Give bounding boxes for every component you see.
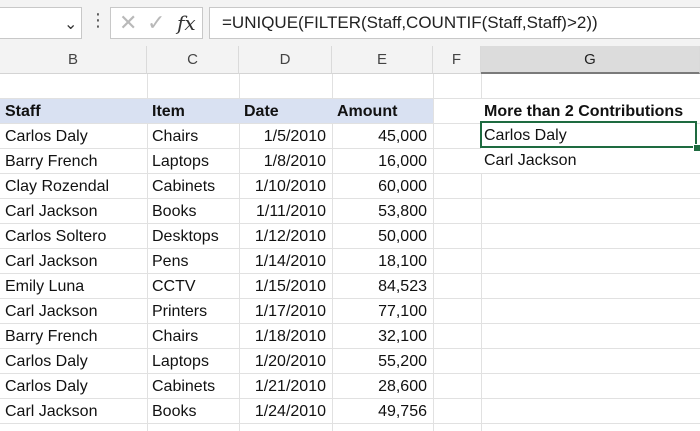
table-cell[interactable]: 49,756 (378, 403, 427, 420)
table-cell[interactable]: Desktops (152, 228, 219, 245)
table-cell[interactable]: Cabinets (152, 178, 216, 195)
formula-bar: ⌄ ⋮ ✕ ✓ fx =UNIQUE(FILTER(Staff,COUNTIF(… (0, 0, 700, 47)
table-cell[interactable]: 1/15/2010 (254, 278, 326, 295)
table-cell[interactable]: Carlos Daly (5, 353, 88, 370)
column-header-b[interactable]: B (0, 46, 147, 74)
table-cell[interactable]: 1/21/2010 (254, 378, 326, 395)
table-cell[interactable]: 84,523 (378, 278, 427, 295)
worksheet-grid[interactable]: Staff Item Date Amount Carlos Daly Chair… (0, 74, 700, 431)
table-cell[interactable]: Laptops (152, 353, 209, 370)
table-cell[interactable]: 53,800 (378, 203, 427, 220)
table-cell[interactable]: 1/20/2010 (254, 353, 326, 370)
table-cell[interactable]: 45,000 (378, 128, 427, 145)
table-cell[interactable]: Printers (152, 303, 208, 320)
table-cell[interactable]: Laptops (152, 153, 209, 170)
table-cell[interactable]: Pens (152, 253, 189, 270)
enter-check-icon[interactable]: ✓ (147, 10, 166, 35)
table-cell[interactable]: Cabinets (152, 378, 216, 395)
more-options-icon[interactable]: ⋮ (89, 10, 107, 30)
result-cell[interactable]: Carlos Daly (481, 123, 697, 148)
table-cell[interactable]: 1/17/2010 (254, 303, 326, 320)
table-cell[interactable]: Books (152, 403, 197, 420)
table-cell[interactable]: 55,200 (378, 353, 427, 370)
table-cell[interactable]: Emily Luna (5, 278, 85, 295)
table-cell[interactable]: 60,000 (378, 178, 427, 195)
active-cell-border (480, 121, 697, 148)
table-cell[interactable]: Carl Jackson (5, 403, 98, 420)
column-header-c[interactable]: C (147, 46, 239, 74)
table-header-staff[interactable]: Staff (0, 99, 147, 123)
table-cell[interactable]: 1/24/2010 (254, 403, 326, 420)
table-cell[interactable]: Carl Jackson (5, 203, 98, 220)
column-header-f[interactable]: F (433, 46, 481, 74)
table-cell[interactable]: Clay Rozendal (5, 178, 110, 195)
table-cell[interactable]: 50,000 (378, 228, 427, 245)
column-header-e[interactable]: E (332, 46, 433, 74)
table-cell[interactable]: 1/14/2010 (254, 253, 326, 270)
formula-buttons: ✕ ✓ fx (110, 7, 203, 39)
fill-handle[interactable] (693, 144, 700, 152)
table-cell[interactable]: Chairs (152, 128, 199, 145)
table-cell[interactable]: Carlos Daly (5, 128, 88, 145)
table-cell[interactable]: 77,100 (378, 303, 427, 320)
table-cell[interactable]: Chairs (152, 328, 199, 345)
table-cell[interactable]: Carlos Daly (5, 378, 88, 395)
table-cell[interactable]: 18,100 (378, 253, 427, 270)
table-cell[interactable]: Carl Jackson (5, 253, 98, 270)
table-header-amount[interactable]: Amount (332, 99, 433, 123)
table-cell[interactable]: 1/5/2010 (263, 128, 326, 145)
column-header-g[interactable]: G (481, 46, 700, 74)
table-cell[interactable]: Carl Jackson (5, 303, 98, 320)
table-cell[interactable]: 1/10/2010 (254, 178, 326, 195)
table-header-item[interactable]: Item (147, 99, 239, 123)
table-cell[interactable]: 1/12/2010 (254, 228, 326, 245)
table-cell[interactable]: 1/18/2010 (254, 328, 326, 345)
insert-function-icon[interactable]: fx (177, 11, 196, 35)
table-cell[interactable]: 28,600 (378, 378, 427, 395)
table-cell[interactable]: Books (152, 203, 197, 220)
table-cell[interactable]: 32,100 (378, 328, 427, 345)
table-cell[interactable]: 1/8/2010 (263, 153, 326, 170)
result-header[interactable]: More than 2 Contributions (481, 99, 697, 123)
name-box[interactable]: ⌄ (0, 7, 82, 39)
table-header-date[interactable]: Date (239, 99, 332, 123)
chevron-down-icon[interactable]: ⌄ (64, 16, 78, 33)
table-cell[interactable]: Carlos Soltero (5, 228, 107, 245)
table-cell[interactable]: CCTV (152, 278, 196, 295)
table-cell[interactable]: 1/11/2010 (256, 203, 326, 220)
cancel-icon[interactable]: ✕ (119, 10, 138, 35)
table-cell[interactable]: Barry French (5, 328, 98, 345)
table-cell[interactable]: 16,000 (378, 153, 427, 170)
table-cell[interactable]: Barry French (5, 153, 98, 170)
result-cell[interactable]: Carl Jackson (481, 148, 697, 173)
formula-input[interactable]: =UNIQUE(FILTER(Staff,COUNTIF(Staff,Staff… (209, 7, 700, 39)
column-header-d[interactable]: D (239, 46, 332, 74)
